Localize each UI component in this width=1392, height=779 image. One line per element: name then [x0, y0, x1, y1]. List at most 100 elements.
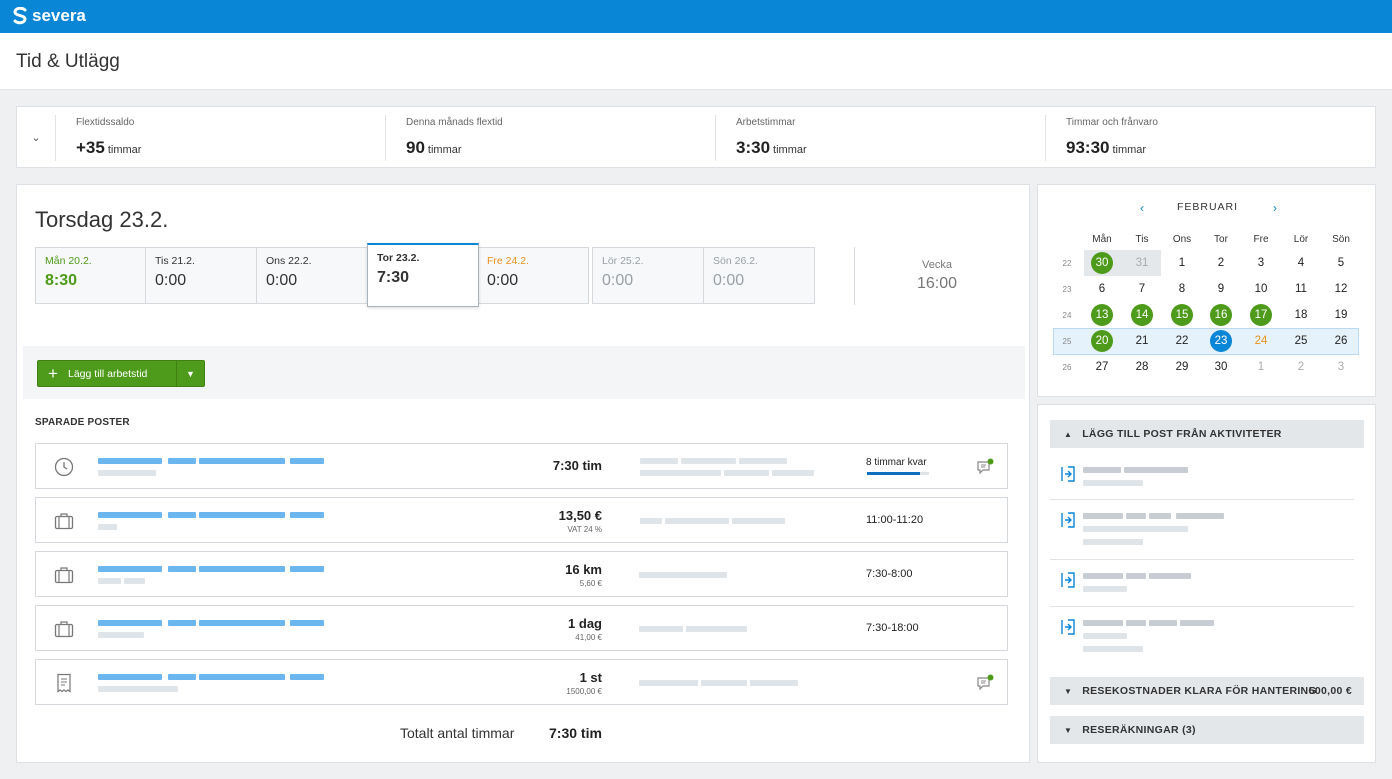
- calendar-day[interactable]: 29: [1162, 354, 1202, 380]
- calendar-day[interactable]: 18: [1281, 302, 1321, 328]
- text-placeholder: [98, 578, 121, 584]
- calendar-day[interactable]: 5: [1321, 250, 1361, 276]
- calendar-day[interactable]: 31: [1122, 250, 1162, 276]
- calendar-day-number: 1: [1178, 257, 1186, 269]
- import-icon: [1061, 466, 1075, 482]
- calendar-day[interactable]: 19: [1321, 302, 1361, 328]
- comment-icon[interactable]: [976, 674, 994, 692]
- calendar-day[interactable]: 11: [1281, 276, 1321, 302]
- weekday-header: Sön: [1332, 234, 1350, 245]
- calendar-day[interactable]: 8: [1162, 276, 1202, 302]
- calendar-day[interactable]: 1: [1162, 250, 1202, 276]
- calendar-day[interactable]: 12: [1321, 276, 1361, 302]
- calendar-day[interactable]: 4: [1281, 250, 1321, 276]
- calendar-day[interactable]: 30: [1082, 250, 1122, 276]
- text-placeholder: [639, 680, 698, 686]
- calendar-day[interactable]: 3: [1321, 354, 1361, 380]
- calendar-month: FEBRUARI: [1176, 201, 1239, 213]
- weekday-header: Tis: [1135, 234, 1149, 245]
- calendar-day[interactable]: 10: [1241, 276, 1281, 302]
- calendar-day[interactable]: 1: [1241, 354, 1281, 380]
- calendar-day[interactable]: 17: [1241, 302, 1281, 328]
- stat-unit: timmar: [107, 144, 142, 156]
- calendar-day-number: 28: [1135, 361, 1149, 373]
- day-title: Torsdag 23.2.: [35, 207, 169, 232]
- calendar-day[interactable]: 21: [1122, 328, 1162, 354]
- entry-amount-value: 13,50 €: [558, 508, 602, 523]
- collapse-stats-toggle[interactable]: ⌄: [17, 107, 55, 167]
- travel-expenses-section-header[interactable]: ▼ RESEKOSTNADER KLARA FÖR HANTERING 500,…: [1050, 677, 1364, 705]
- calendar-day-number: 11: [1295, 283, 1307, 295]
- divider: [55, 115, 56, 161]
- calendar-day[interactable]: 2: [1281, 354, 1321, 380]
- calendar-day[interactable]: 7: [1122, 276, 1162, 302]
- text-placeholder: [772, 470, 814, 476]
- calendar-day[interactable]: 28: [1122, 354, 1162, 380]
- entry-info: 7:30-8:00: [866, 568, 913, 580]
- entry-row[interactable]: 1 st 1500,00 €: [35, 659, 1008, 705]
- next-month-button[interactable]: ›: [1273, 201, 1277, 215]
- total-hours-value: 7:30 tim: [549, 725, 602, 741]
- text-placeholder: [168, 512, 196, 518]
- calendar-day[interactable]: 3: [1241, 250, 1281, 276]
- calendar-day[interactable]: 2: [1201, 250, 1241, 276]
- entry-row[interactable]: 7:30 tim 8 timmar kvar: [35, 443, 1008, 489]
- calendar-day-number: 9: [1217, 283, 1225, 295]
- day-tab-hours: 0:00: [266, 272, 298, 289]
- calendar-day[interactable]: 27: [1082, 354, 1122, 380]
- text-placeholder: [1083, 573, 1123, 579]
- text-placeholder: [290, 458, 324, 464]
- calendar-day-number: 29: [1175, 361, 1189, 373]
- text-placeholder: [168, 620, 196, 626]
- calendar-day[interactable]: 26: [1321, 328, 1361, 354]
- severa-logo[interactable]: severa: [12, 6, 86, 26]
- entry-amount: 16 km 5,60 €: [565, 562, 602, 588]
- travel-reports-section-header[interactable]: ▼ RESERÄKNINGAR (3): [1050, 716, 1364, 744]
- calendar-day[interactable]: 15: [1162, 302, 1202, 328]
- day-tab-sat[interactable]: Lör 25.2. 0:00: [592, 247, 704, 304]
- calendar-day[interactable]: 25: [1281, 328, 1321, 354]
- import-icon: [1061, 512, 1075, 528]
- calendar-day[interactable]: 6: [1082, 276, 1122, 302]
- entry-amount-sub: 41,00 €: [575, 633, 602, 642]
- day-tab-thu[interactable]: Tor 23.2. 7:30: [367, 243, 479, 307]
- prev-month-button[interactable]: ‹: [1140, 201, 1144, 215]
- day-tab-wed[interactable]: Ons 22.2. 0:00: [256, 247, 368, 304]
- calendar-day-number: 7: [1138, 283, 1146, 295]
- calendar-day[interactable]: 24: [1241, 328, 1281, 354]
- calendar-day[interactable]: 23: [1201, 328, 1241, 354]
- day-tab-mon[interactable]: Mån 20.2. 8:30: [35, 247, 146, 304]
- comment-icon[interactable]: [976, 458, 994, 476]
- text-placeholder: [1083, 526, 1188, 532]
- calendar-day-number: 24: [1254, 335, 1268, 347]
- calendar-day-number: 23: [1210, 330, 1232, 352]
- top-bar: severa: [0, 0, 1392, 33]
- day-tab-sun[interactable]: Sön 26.2. 0:00: [703, 247, 815, 304]
- weekday-header: Tor: [1214, 234, 1228, 245]
- activities-section-header[interactable]: ▲ LÄGG TILL POST FRÅN AKTIVITETER: [1050, 420, 1364, 448]
- calendar-day[interactable]: 9: [1201, 276, 1241, 302]
- entry-row[interactable]: 1 dag 41,00 € 7:30-18:00: [35, 605, 1008, 651]
- calendar-day[interactable]: 20: [1082, 328, 1122, 354]
- entry-row[interactable]: 16 km 5,60 € 7:30-8:00: [35, 551, 1008, 597]
- calendar-day-number: 19: [1334, 309, 1348, 321]
- calendar-day[interactable]: 16: [1201, 302, 1241, 328]
- calendar-day-number: 2: [1297, 361, 1305, 373]
- text-placeholder: [1126, 620, 1146, 626]
- day-tab-tue[interactable]: Tis 21.2. 0:00: [145, 247, 257, 304]
- text-placeholder: [290, 620, 324, 626]
- add-work-time-button[interactable]: + Lägg till arbetstid ▼: [37, 360, 205, 387]
- weekday-header: Fre: [1253, 234, 1269, 245]
- day-tab-fri[interactable]: Fre 24.2. 0:00: [477, 247, 589, 304]
- calendar-day[interactable]: 14: [1122, 302, 1162, 328]
- text-placeholder: [750, 680, 798, 686]
- calendar-day[interactable]: 22: [1162, 328, 1202, 354]
- day-tab-name: Sön 26.2.: [713, 255, 758, 267]
- calendar-day-number: 2: [1217, 257, 1225, 269]
- calendar-day[interactable]: 13: [1082, 302, 1122, 328]
- calendar-day[interactable]: 30: [1201, 354, 1241, 380]
- entry-amount: 1 dag 41,00 €: [568, 616, 602, 642]
- text-placeholder: [739, 458, 787, 464]
- add-options-dropdown[interactable]: ▼: [176, 361, 204, 386]
- entry-row[interactable]: 13,50 € VAT 24 % 11:00-11:20: [35, 497, 1008, 543]
